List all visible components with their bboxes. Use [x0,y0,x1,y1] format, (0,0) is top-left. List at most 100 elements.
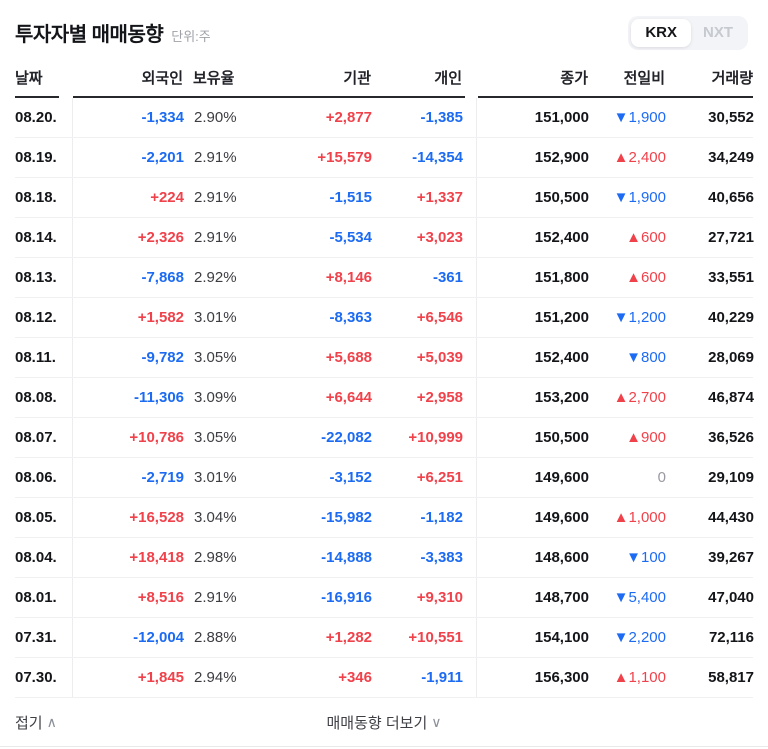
column-header-change: 전일비 [623,69,665,87]
foreign-net-cell: +18,418 [129,549,184,566]
individual-net-cell: -361 [432,269,463,286]
foreign-net-cell: -11,306 [133,389,184,406]
individual-net-cell: +1,337 [416,189,463,206]
volume-cell: 28,069 [708,349,754,366]
foreign-net-cell: +8,516 [137,589,184,606]
change-cell: ▼800 [626,349,666,366]
date-cell: 08.06. [15,469,57,486]
exchange-toggle: KRX NXT [628,16,748,50]
volume-cell: 27,721 [708,229,754,246]
institution-net-cell: +346 [338,669,372,686]
change-cell: ▲2,400 [613,149,666,166]
volume-cell: 47,040 [708,589,754,606]
unit-label: 단위:주 [171,29,211,44]
krx-toggle-button[interactable]: KRX [631,19,691,47]
institution-net-cell: -22,082 [321,429,372,446]
individual-net-cell: -1,911 [421,669,463,686]
change-cell: ▲1,000 [613,509,666,526]
holding-ratio-cell: 3.05% [194,349,237,366]
holding-ratio-cell: 2.91% [194,189,237,206]
change-cell: ▲900 [626,429,666,446]
panel-header: 투자자별 매매동향 단위:주 KRX NXT [0,0,768,52]
column-header-close: 종가 [560,69,588,87]
foreign-net-cell: -2,719 [141,469,184,486]
volume-cell: 33,551 [708,269,754,286]
date-cell: 08.05. [15,509,57,526]
table-row: 08.07. +10,786 3.05% -22,082 +10,999 150… [15,418,754,458]
close-price-cell: 150,500 [534,189,589,206]
close-price-cell: 152,400 [534,349,589,366]
date-cell: 08.18. [15,189,57,206]
individual-net-cell: +3,023 [416,229,463,246]
change-cell: 0 [657,469,666,486]
collapse-button-label: 접기 [15,714,43,732]
change-cell: ▼100 [626,549,666,566]
panel-footer: 접기 ∧ 매매동향 더보기 ∨ [0,698,768,747]
holding-ratio-cell: 2.90% [194,109,237,126]
foreign-net-cell: +10,786 [129,429,184,446]
volume-cell: 30,552 [708,109,754,126]
change-cell: ▼1,900 [613,189,666,206]
table-row: 08.14. +2,326 2.91% -5,534 +3,023 152,40… [15,218,754,258]
date-cell: 08.14. [15,229,57,246]
more-button-label: 매매동향 더보기 [326,714,428,732]
column-header-ratio: 보유율 [193,69,235,87]
individual-net-cell: +9,310 [416,589,463,606]
foreign-net-cell: -1,334 [141,109,184,126]
holding-ratio-cell: 2.91% [194,149,237,166]
table-row: 08.18. +224 2.91% -1,515 +1,337 150,500 … [15,178,754,218]
date-cell: 07.31. [15,629,57,646]
holding-ratio-cell: 3.01% [194,469,237,486]
table-row: 08.19. -2,201 2.91% +15,579 -14,354 152,… [15,138,754,178]
foreign-net-cell: +224 [150,189,184,206]
close-price-cell: 150,500 [534,429,589,446]
volume-cell: 29,109 [708,469,754,486]
foreign-net-cell: -9,782 [141,349,184,366]
individual-net-cell: -14,354 [412,149,463,166]
institution-net-cell: -14,888 [321,549,372,566]
close-price-cell: 152,900 [534,149,589,166]
close-price-cell: 148,700 [534,589,589,606]
table-row: 07.30. +1,845 2.94% +346 -1,911 156,300 … [15,658,754,698]
table-row: 08.08. -11,306 3.09% +6,644 +2,958 153,2… [15,378,754,418]
close-price-cell: 151,000 [534,109,589,126]
nxt-toggle-button[interactable]: NXT [691,19,745,47]
more-trading-trends-button[interactable]: 매매동향 더보기 ∨ [326,698,441,746]
close-price-cell: 149,600 [534,469,589,486]
foreign-net-cell: -12,004 [133,629,184,646]
table-row: 08.05. +16,528 3.04% -15,982 -1,182 149,… [15,498,754,538]
column-header-volume: 거래량 [711,69,753,87]
volume-cell: 34,249 [708,149,754,166]
institution-net-cell: +15,579 [317,149,372,166]
close-price-cell: 153,200 [534,389,589,406]
change-cell: ▼2,200 [613,629,666,646]
volume-cell: 40,656 [708,189,754,206]
institution-net-cell: +8,146 [325,269,372,286]
page-title: 투자자별 매매동향 [15,24,164,46]
institution-net-cell: -15,982 [321,509,372,526]
table-row: 08.20. -1,334 2.90% +2,877 -1,385 151,00… [15,98,754,138]
change-cell: ▲600 [626,269,666,286]
collapse-button[interactable]: 접기 ∧ [15,698,57,746]
change-cell: ▲2,700 [613,389,666,406]
table-row: 08.11. -9,782 3.05% +5,688 +5,039 152,40… [15,338,754,378]
close-price-cell: 149,600 [534,509,589,526]
table-row: 08.12. +1,582 3.01% -8,363 +6,546 151,20… [15,298,754,338]
date-cell: 07.30. [15,669,57,686]
volume-cell: 58,817 [708,669,754,686]
volume-cell: 72,116 [708,629,754,646]
volume-cell: 40,229 [708,309,754,326]
institution-net-cell: -8,363 [329,309,372,326]
volume-cell: 36,526 [708,429,754,446]
date-cell: 08.07. [15,429,57,446]
individual-net-cell: +6,251 [416,469,463,486]
trading-table: 날짜 외국인 보유율 기관 개인 종가 전일비 거래량 08.20. -1,33… [0,56,768,698]
date-cell: 08.08. [15,389,57,406]
table-row: 08.06. -2,719 3.01% -3,152 +6,251 149,60… [15,458,754,498]
close-price-cell: 148,600 [534,549,589,566]
holding-ratio-cell: 3.04% [194,509,237,526]
table-row: 07.31. -12,004 2.88% +1,282 +10,551 154,… [15,618,754,658]
holding-ratio-cell: 2.98% [194,549,237,566]
institution-net-cell: +6,644 [325,389,372,406]
